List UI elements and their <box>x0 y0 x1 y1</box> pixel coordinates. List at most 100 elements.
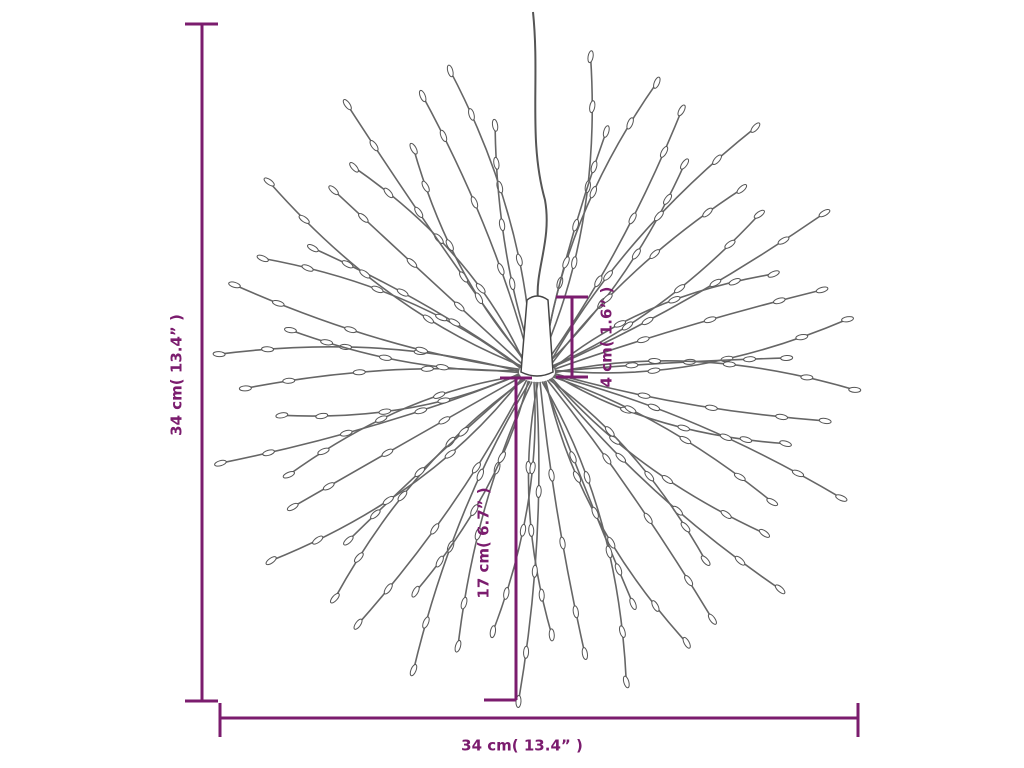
led <box>378 354 392 361</box>
led <box>758 528 771 538</box>
led <box>529 461 536 475</box>
led <box>298 214 310 224</box>
led <box>382 495 394 505</box>
ray <box>552 376 773 503</box>
led <box>548 628 555 642</box>
led <box>641 316 654 326</box>
led <box>733 472 746 482</box>
led <box>352 369 366 376</box>
ray <box>268 181 523 367</box>
led <box>736 184 748 194</box>
starburst <box>212 50 862 708</box>
led <box>458 426 469 437</box>
led <box>476 468 485 481</box>
led <box>722 361 736 368</box>
led <box>493 156 500 170</box>
led <box>397 490 408 502</box>
led <box>649 249 660 259</box>
led <box>562 256 570 269</box>
led <box>572 605 579 619</box>
led <box>341 260 354 269</box>
led <box>559 536 566 550</box>
led <box>603 270 613 281</box>
led <box>409 664 418 677</box>
led <box>228 281 241 289</box>
led <box>615 452 627 463</box>
cap <box>520 295 554 377</box>
led <box>780 354 794 361</box>
ray <box>553 374 786 445</box>
led <box>684 574 694 587</box>
ray <box>541 381 628 682</box>
ray <box>421 95 531 363</box>
led <box>654 210 664 222</box>
cap-dimension: 4 cm( 1.6” ) <box>556 287 616 388</box>
led <box>381 448 394 457</box>
ray <box>517 381 540 702</box>
led <box>315 412 329 420</box>
led <box>682 636 691 649</box>
led <box>774 584 786 595</box>
led <box>637 392 651 399</box>
led <box>795 333 809 341</box>
led <box>282 471 295 479</box>
led <box>497 451 506 464</box>
led <box>622 675 630 689</box>
led <box>515 253 523 267</box>
led <box>538 588 545 602</box>
led <box>572 471 582 483</box>
led <box>414 467 426 477</box>
led <box>342 99 352 111</box>
ray <box>545 110 683 364</box>
led <box>628 212 637 225</box>
ray <box>554 372 826 422</box>
led <box>263 177 275 187</box>
led <box>433 233 444 244</box>
led <box>700 555 711 566</box>
ray <box>544 380 688 644</box>
led <box>343 535 354 546</box>
led <box>448 318 461 327</box>
led <box>491 118 499 132</box>
led <box>668 295 681 304</box>
led <box>841 316 854 323</box>
led <box>312 535 324 545</box>
led <box>344 326 357 334</box>
led <box>587 50 594 64</box>
led <box>238 385 252 392</box>
led <box>739 436 753 444</box>
ray <box>288 375 521 476</box>
led <box>621 321 634 331</box>
led <box>328 185 339 196</box>
led <box>353 618 363 630</box>
ray <box>457 381 533 647</box>
led <box>489 625 497 639</box>
led <box>375 415 388 423</box>
height-label: 34 cm( 13.4” ) <box>168 314 186 436</box>
led <box>349 162 359 173</box>
led <box>680 521 691 533</box>
led <box>648 357 662 364</box>
led <box>301 264 314 272</box>
led <box>475 283 486 294</box>
led <box>651 600 660 612</box>
led <box>767 270 780 278</box>
led <box>420 365 434 372</box>
led <box>791 469 805 478</box>
led <box>777 236 790 245</box>
led <box>626 117 634 130</box>
led <box>414 407 428 415</box>
ray <box>553 375 842 499</box>
led <box>647 367 661 374</box>
led <box>569 451 577 464</box>
led <box>583 471 591 484</box>
led <box>800 374 814 381</box>
led <box>275 412 289 419</box>
led <box>437 397 451 404</box>
led <box>411 585 420 598</box>
cap-height-label: 4 cm( 1.6” ) <box>598 287 616 388</box>
led <box>680 158 690 170</box>
led <box>661 474 673 485</box>
led <box>618 625 626 638</box>
